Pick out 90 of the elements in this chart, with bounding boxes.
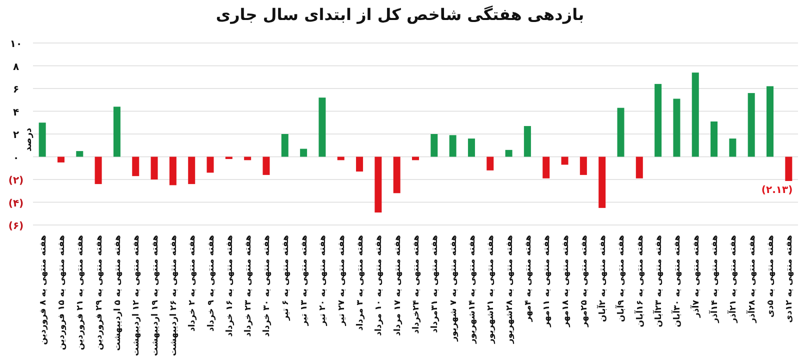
x-tick-label: هفته منتهی به ۷ شهریور [448, 234, 459, 342]
x-tick-label: هفته منتهی به ۱۶ خرداد [224, 234, 235, 337]
x-tick-label: هفته منتهی به ۲۳آبان [652, 234, 664, 328]
x-tick-label: هفته منتهی به ۹ خرداد [206, 234, 216, 332]
bar [113, 106, 120, 157]
x-tick-label: هفته منتهی به ۱۷ مرداد [392, 234, 403, 336]
x-tick-label: هفته منتهی به ۱۲دی [784, 234, 795, 323]
x-tick-label: هفته منتهی به ۱۴آذر [708, 234, 720, 324]
x-tick-label: هفته منتهی به ۹آبان [614, 234, 627, 322]
x-tick-label: هفته منتهی به ۷آذر [689, 234, 702, 319]
bar [281, 134, 288, 157]
x-tick-label: هفته منتهی به ۳ مرداد [356, 234, 366, 331]
y-tick-label: ۸ [12, 62, 20, 73]
x-tick-label: هفته منتهی به ۱۶آبان [633, 234, 646, 328]
bar [486, 156, 494, 170]
bar [673, 98, 680, 157]
x-tick-label: هفته منتهی به ۲۶ اردیبهشت [168, 234, 179, 356]
x-tick-label: هفته منتهی به ۲۷ تیر [336, 234, 347, 327]
x-tick-label: هفته منتهی به ۲۳ خرداد [244, 234, 254, 337]
bar [748, 93, 755, 157]
bar [300, 148, 308, 157]
y-tick-label: ۴ [12, 107, 20, 118]
bar [580, 156, 587, 175]
bar [505, 150, 512, 157]
x-tick-label: هفته منتهی به ۱۹ اردیبهشت [150, 234, 160, 356]
x-tick-label: هفته منتهی به ۲ خرداد [188, 234, 198, 332]
y-tick-label: ۱۰ [10, 39, 22, 50]
bar [449, 135, 456, 157]
bar [710, 121, 718, 157]
x-tick-label: هفته منتهی به ۸ فروردین [38, 234, 48, 345]
x-tick-label: هفته منتهی به ۲۱ فروردین [76, 234, 86, 350]
bar [356, 156, 364, 172]
x-tick-label: هفته منتهی به ۲۴خرداد [412, 234, 422, 334]
x-tick-label: هفته منتهی به ۳۰آبان [670, 234, 683, 328]
bar [617, 108, 624, 157]
x-tick-label: هفته منتهی به ۲آبان [596, 234, 608, 322]
bar [132, 156, 140, 176]
bar [150, 156, 158, 180]
bar [374, 156, 382, 212]
x-tick-label: هفته منتهی به ۵دی [766, 234, 776, 318]
bar [94, 156, 102, 184]
x-tick-label: هفته منتهی به ۱۸مهر [560, 234, 571, 328]
data-label: (۲.۱۳) [761, 184, 793, 196]
x-tick-label: هفته منتهی به ۴مهر [523, 234, 534, 323]
bar [393, 156, 400, 194]
chart-title: بازدهی هفتگی شاخص کل از ابتدای سال جاری [216, 5, 584, 24]
x-tick-label: هفته منتهی به ۵ اردیبهشت [112, 234, 123, 351]
bar [468, 138, 475, 157]
x-tick-label: هفته منتهی به ۶ تیر [280, 234, 291, 322]
bar [169, 156, 176, 186]
bar [262, 156, 270, 175]
bar [654, 84, 662, 157]
bar [430, 134, 438, 157]
bar [598, 156, 606, 208]
x-tick-label: هفته منتهی به ۱۱مهر [542, 234, 552, 328]
bar [206, 156, 214, 173]
x-tick-label: هفته منتهی به ۳۰ خرداد [262, 234, 272, 337]
bar [524, 126, 531, 157]
y-tick-label: ۶ [12, 84, 20, 96]
bar [785, 156, 792, 181]
bar [57, 156, 64, 162]
bar [76, 151, 84, 157]
y-tick-label: ۰ [12, 152, 20, 164]
x-tick-label: هفته منتهی به ۲۱شهریور [486, 234, 496, 345]
x-tick-label: هفته منتهی به ۳۱مرداد [430, 234, 440, 333]
x-tick-label: هفته منتهی به ۲۸آذر [745, 234, 758, 324]
bar [318, 98, 326, 157]
bar [766, 86, 774, 157]
bar [692, 72, 699, 157]
bar [636, 156, 643, 178]
x-tick-label: هفته منتهی به ۱۳ تیر [300, 234, 310, 327]
bar [188, 156, 196, 184]
x-tick-label: هفته منتهی به ۲۹ فروردین [94, 234, 104, 350]
x-tick-label: هفته منتهی به ۲۸شهریور [504, 234, 515, 345]
x-tick-label: هفته منتهی به ۲۵مهر [579, 234, 590, 328]
y-tick-label: (۲) [8, 176, 24, 186]
x-tick-label: هفته منتهی به ۱۲ اردیبهشت [132, 234, 142, 356]
y-tick-label: (۴) [8, 198, 24, 210]
bar [561, 156, 568, 165]
y-tick-label: (۶) [8, 221, 24, 232]
y-tick-label: ۲ [12, 130, 20, 141]
x-tick-label: هفته منتهی به ۱۰ مرداد [374, 234, 384, 336]
bar [38, 122, 46, 157]
x-tick-label: هفته منتهی به ۱۴شهریور [467, 234, 478, 345]
x-tick-label: هفته منتهی به ۲۱آذر [726, 234, 739, 324]
x-tick-label: هفته منتهی به ۲۰ تیر [318, 234, 328, 327]
bar [542, 156, 550, 178]
y-axis-title: درصد [24, 127, 34, 152]
bar [729, 138, 736, 157]
x-tick-label: هفته منتهی به ۱۵ فروردین [56, 234, 67, 350]
